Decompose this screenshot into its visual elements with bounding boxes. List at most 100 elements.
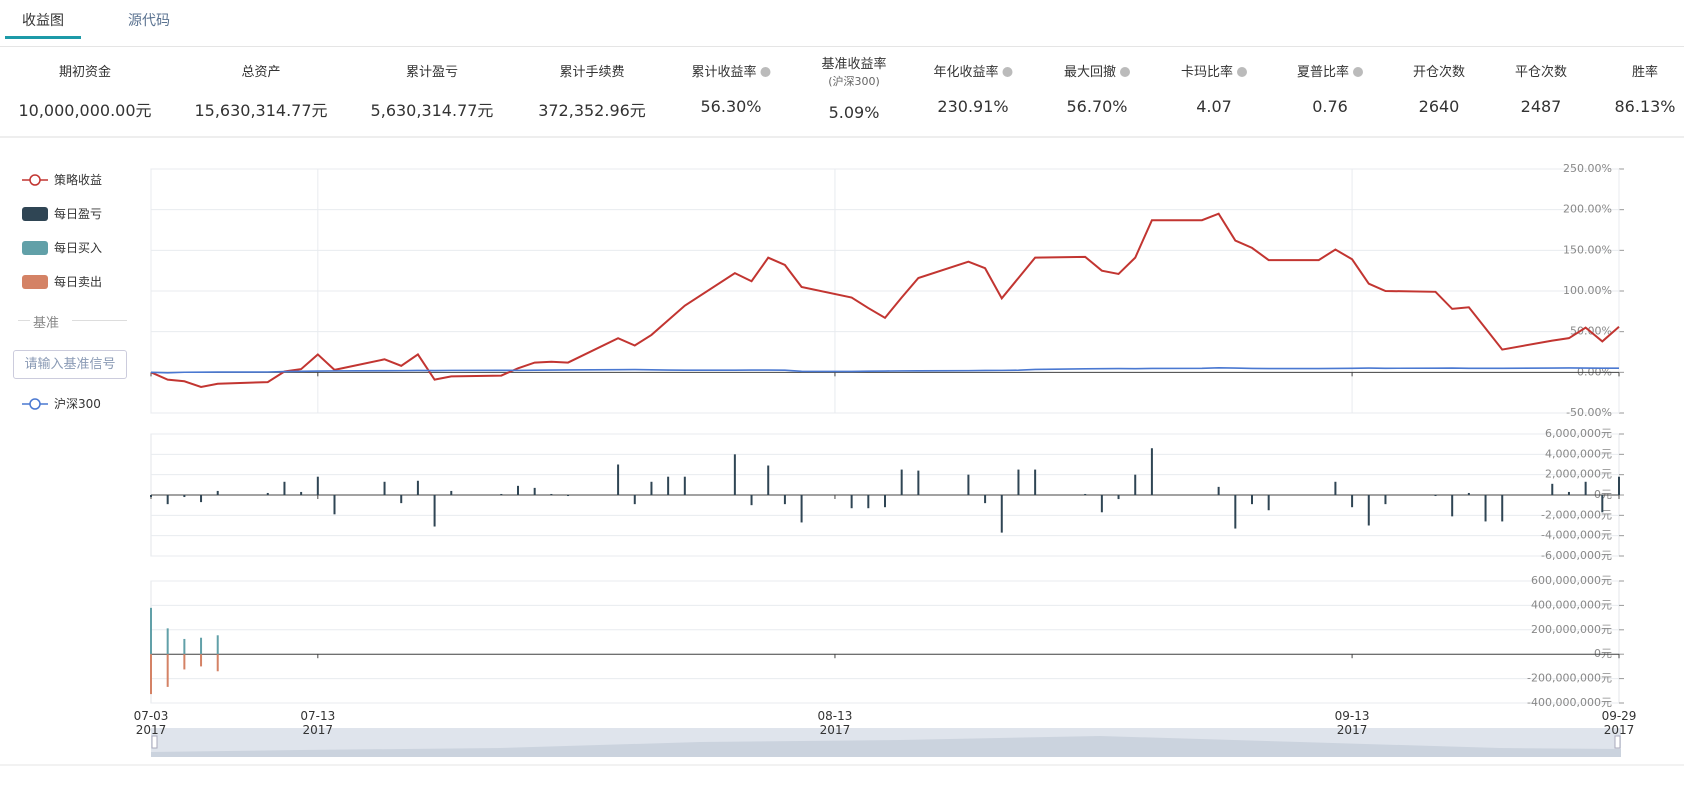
legend-icon: [22, 173, 48, 186]
stat-label-text: 总资产: [241, 65, 281, 80]
stat-label-text: 最大回撤: [1063, 65, 1117, 80]
stat-label: 卡玛比率: [1181, 64, 1248, 81]
bar: [750, 495, 753, 506]
bar: [917, 470, 920, 495]
info-icon[interactable]: [1002, 67, 1013, 77]
y-tick-label: 100.00%: [1563, 284, 1612, 297]
stat-sublabel: (沪深300): [828, 75, 880, 88]
stat-label-text: 夏普比率: [1296, 65, 1350, 80]
bar: [1034, 469, 1037, 495]
stat-label: 期初资金: [59, 64, 111, 81]
stat-label: 平仓次数: [1515, 64, 1567, 81]
series-line: [150, 212, 1620, 389]
stats-separator: [0, 136, 1684, 138]
bar: [850, 495, 853, 509]
stat-value: 56.30%: [700, 97, 762, 116]
bar: [1467, 492, 1470, 495]
legend-item[interactable]: 每日买入: [22, 239, 102, 256]
bar: [183, 638, 186, 655]
y-tick-label: 2,000,000元: [1545, 468, 1612, 481]
bar: [984, 495, 987, 504]
info-icon[interactable]: [1120, 67, 1131, 77]
bar: [667, 476, 670, 495]
bar: [633, 495, 636, 505]
stat-label: 累计盈亏: [406, 64, 458, 81]
bar: [1384, 495, 1387, 505]
bar: [1150, 448, 1153, 495]
info-icon[interactable]: [1237, 67, 1248, 77]
slider-handle-left[interactable]: [151, 735, 158, 749]
stat-label: 年化收益率: [933, 64, 1013, 81]
bar: [550, 493, 553, 495]
x-tick-label: 09-13 2017: [1334, 709, 1370, 737]
legend-item[interactable]: 沪深300: [22, 395, 101, 412]
legend-item[interactable]: 每日卖出: [22, 273, 102, 290]
legend-swatch: [22, 206, 48, 221]
bar: [283, 481, 286, 495]
bar: [1084, 493, 1087, 495]
x-tick-label: 09-29 2017: [1601, 709, 1637, 737]
legend-item[interactable]: 每日盈亏: [22, 205, 102, 222]
bar: [1501, 495, 1504, 522]
tab[interactable]: 源代码: [128, 13, 170, 29]
slider-handle-right[interactable]: [1614, 735, 1621, 749]
plot-border: [150, 580, 1620, 704]
bar: [183, 654, 186, 670]
bar: [450, 490, 453, 495]
bar: [1567, 491, 1570, 495]
info-icon[interactable]: [1353, 67, 1364, 77]
bar: [900, 469, 903, 495]
benchmark-title: 基准: [33, 316, 60, 331]
stat-value: 5.09%: [828, 103, 880, 122]
legend-label: 每日卖出: [54, 275, 103, 289]
stat-label: 夏普比率: [1296, 64, 1364, 81]
stat-label-text: 年化收益率: [933, 65, 999, 80]
y-tick-label: 600,000,000元: [1531, 574, 1612, 587]
bar: [300, 491, 303, 495]
bar: [567, 495, 570, 497]
bar: [216, 635, 219, 655]
stat-value: 2487: [1520, 97, 1562, 116]
y-tick-label: 400,000,000元: [1531, 598, 1612, 611]
bar: [200, 654, 203, 667]
bar: [867, 495, 870, 509]
info-icon[interactable]: [760, 67, 771, 77]
stat-label-text: 胜率: [1631, 65, 1659, 80]
stat-label: 总资产: [241, 64, 280, 81]
stat-value: 10,000,000.00元: [18, 101, 152, 120]
tab[interactable]: 收益图: [22, 13, 64, 29]
y-tick-label: 150.00%: [1563, 243, 1612, 256]
stat-value: 0.76: [1312, 97, 1348, 116]
bar: [150, 495, 152, 498]
bar: [1134, 474, 1137, 495]
legend-swatch: [22, 274, 48, 289]
benchmark-input[interactable]: 请输入基准信号: [13, 350, 127, 379]
y-tick-label: -6,000,000元: [1541, 549, 1612, 562]
bar: [416, 480, 419, 495]
bar: [150, 654, 152, 695]
stat-value: 56.70%: [1066, 97, 1128, 116]
bar: [316, 476, 319, 495]
bar: [1451, 495, 1454, 517]
bar: [266, 492, 269, 495]
legend-icon: [22, 240, 48, 255]
stat-label-text: 期初资金: [58, 65, 112, 80]
legend-item[interactable]: 策略收益: [22, 171, 102, 188]
bar: [1351, 495, 1354, 508]
benchmark-divider-right: [72, 320, 127, 321]
stat-label-text: 开仓次数: [1412, 65, 1466, 80]
legend-swatch: [22, 240, 48, 255]
bar: [433, 495, 436, 527]
bar: [967, 474, 970, 495]
legend-icon: [22, 274, 48, 289]
bar: [166, 654, 169, 687]
bar: [216, 654, 219, 672]
stat-label-text: 基准收益率: [821, 57, 887, 72]
y-tick-label: 200.00%: [1563, 203, 1612, 216]
bar: [1117, 495, 1120, 500]
bar: [400, 495, 403, 504]
legend-label: 沪深300: [54, 397, 101, 411]
bar: [216, 490, 219, 495]
